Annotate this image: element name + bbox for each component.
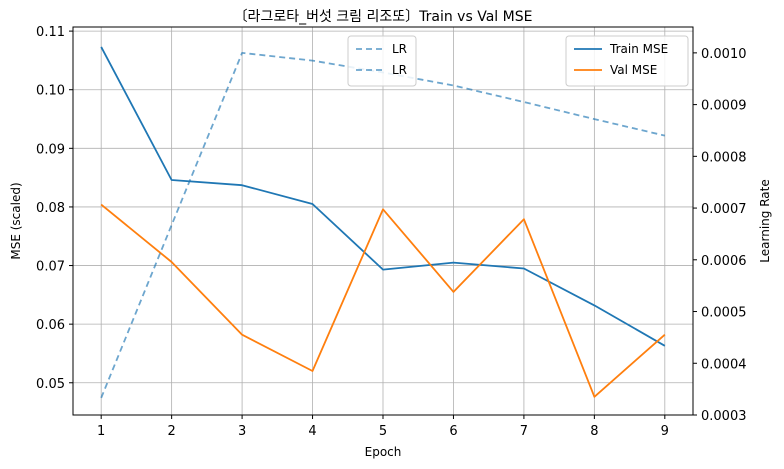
x-axis-label: Epoch bbox=[365, 445, 402, 459]
y-tick-label: 0.06 bbox=[36, 318, 65, 333]
x-tick-label: 6 bbox=[449, 424, 457, 439]
y2-tick-label: 0.0005 bbox=[701, 306, 747, 321]
legend-label: Train MSE bbox=[609, 42, 668, 56]
legend-label: LR bbox=[392, 63, 407, 77]
x-tick-label: 4 bbox=[308, 424, 316, 439]
series-line-train-mse bbox=[100, 46, 666, 347]
y-tick-label: 0.08 bbox=[36, 201, 65, 216]
x-tick-label: 8 bbox=[590, 424, 598, 439]
y-tick-label: 0.07 bbox=[36, 260, 65, 275]
chart-title: 〔라그로타_버섯 크림 리조또〕Train vs Val MSE bbox=[234, 9, 533, 25]
series-line-val-mse bbox=[100, 203, 666, 398]
y-tick-label: 0.05 bbox=[36, 377, 65, 392]
y2-axis-label: Learning Rate bbox=[758, 179, 772, 262]
legend-label: Val MSE bbox=[610, 63, 657, 77]
x-tick-label: 7 bbox=[520, 424, 528, 439]
y2-tick-label: 0.0004 bbox=[701, 357, 747, 372]
y2-tick-label: 0.0006 bbox=[701, 254, 747, 269]
y2-tick-label: 0.0008 bbox=[701, 150, 747, 165]
legend-lr: LR LR bbox=[347, 35, 417, 87]
grid bbox=[73, 27, 693, 415]
y-tick-label: 0.09 bbox=[36, 142, 65, 157]
legend-mse: Train MSE Val MSE bbox=[565, 35, 689, 87]
y2-tick-label: 0.0003 bbox=[701, 409, 747, 424]
y2-tick-label: 0.0010 bbox=[701, 47, 747, 62]
x-tick-label: 2 bbox=[167, 424, 175, 439]
ticks: 1 2 3 4 5 6 7 8 9 0.05 0.06 0.07 0.08 0.09 0.10 0.11 0.0… bbox=[36, 25, 746, 439]
y-axis-label: MSE (scaled) bbox=[9, 182, 23, 259]
y2-tick-label: 0.0007 bbox=[701, 202, 747, 217]
y-tick-label: 0.11 bbox=[36, 25, 65, 40]
legend-box bbox=[347, 35, 417, 87]
x-tick-label: 5 bbox=[379, 424, 387, 439]
y-tick-label: 0.10 bbox=[36, 84, 65, 99]
x-tick-label: 3 bbox=[238, 424, 246, 439]
legend-label: LR bbox=[392, 42, 407, 56]
x-tick-label: 1 bbox=[97, 424, 105, 439]
y2-tick-label: 0.0009 bbox=[701, 99, 747, 114]
x-tick-label: 9 bbox=[661, 424, 669, 439]
